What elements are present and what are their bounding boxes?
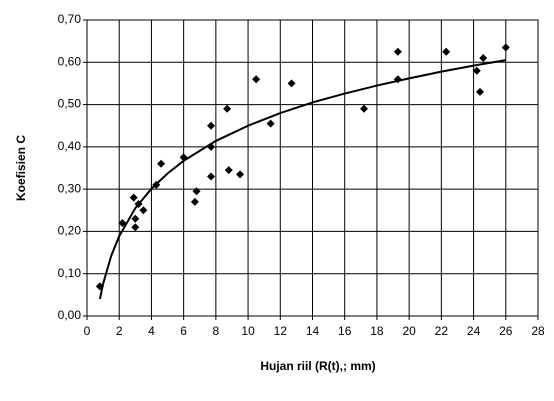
point xyxy=(207,172,216,181)
point xyxy=(442,47,451,56)
x-tick-label: 28 xyxy=(531,324,545,338)
x-axis-title: Hujan riil (R(t),; mm) xyxy=(260,359,375,373)
y-tick-label: 0,60 xyxy=(58,54,82,68)
y-tick-label: 0,00 xyxy=(58,308,82,322)
x-tick-label: 12 xyxy=(274,324,288,338)
point xyxy=(190,197,199,206)
point xyxy=(479,54,488,63)
point xyxy=(118,218,127,227)
point xyxy=(501,43,510,52)
point xyxy=(476,87,485,96)
x-tick-label: 10 xyxy=(241,324,255,338)
x-tick-label: 20 xyxy=(402,324,416,338)
point xyxy=(223,104,232,113)
point xyxy=(472,66,481,75)
trend-line xyxy=(98,59,506,300)
y-tick-label: 0,10 xyxy=(58,266,82,280)
point xyxy=(236,170,245,179)
point xyxy=(224,166,233,175)
y-tick-label: 0,40 xyxy=(58,139,82,153)
x-tick-label: 6 xyxy=(180,324,187,338)
x-tick-label: 26 xyxy=(499,324,513,338)
point xyxy=(393,47,402,56)
x-tick-label: 18 xyxy=(370,324,384,338)
x-tick-label: 16 xyxy=(338,324,352,338)
y-tick-label: 0,50 xyxy=(58,97,82,111)
x-tick-label: 0 xyxy=(84,324,91,338)
point xyxy=(157,159,166,168)
x-tick-label: 8 xyxy=(213,324,220,338)
x-tick-label: 2 xyxy=(116,324,123,338)
point xyxy=(360,104,369,113)
y-tick-label: 0,70 xyxy=(58,12,82,26)
plot-border xyxy=(86,19,539,317)
point xyxy=(252,75,261,84)
x-tick-label: 14 xyxy=(306,324,320,338)
y-tick-label: 0,20 xyxy=(58,224,82,238)
point xyxy=(192,187,201,196)
x-tick-label: 24 xyxy=(467,324,481,338)
x-tick-label: 22 xyxy=(435,324,449,338)
point xyxy=(131,214,140,223)
point xyxy=(207,121,216,130)
point xyxy=(287,79,296,88)
point xyxy=(266,119,275,128)
x-tick-label: 4 xyxy=(148,324,155,338)
point xyxy=(131,223,140,232)
y-tick-label: 0,30 xyxy=(58,181,82,195)
point xyxy=(139,206,148,215)
point xyxy=(129,193,138,202)
y-axis-title: Koefisien C xyxy=(14,135,28,201)
